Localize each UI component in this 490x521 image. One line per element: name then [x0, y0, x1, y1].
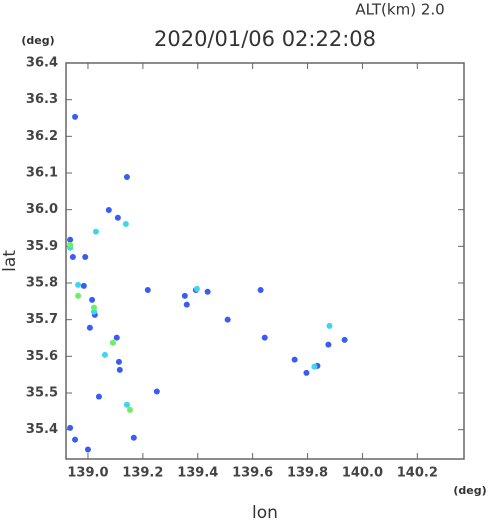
x-tick-label: 140.0	[342, 466, 383, 481]
echo-point	[341, 336, 348, 343]
altitude-label: ALT(km) 2.0	[355, 1, 444, 19]
echo-point	[224, 316, 231, 323]
echo-point	[204, 288, 211, 295]
echo-point	[90, 304, 97, 311]
echo-point	[101, 351, 108, 358]
y-unit: (deg)	[21, 34, 54, 47]
echo-point	[92, 228, 99, 235]
y-tick-label: 36.0	[26, 202, 58, 217]
echo-point	[193, 285, 200, 292]
y-tick-label: 35.7	[26, 312, 58, 327]
echo-point	[75, 281, 82, 288]
y-tick-label: 36.2	[26, 129, 58, 144]
echo-point	[153, 388, 160, 395]
x-unit: (deg)	[453, 484, 486, 497]
x-tick-label: 139.2	[122, 466, 163, 481]
echo-point	[122, 220, 129, 227]
echo-point	[326, 322, 333, 329]
echo-point	[109, 339, 116, 346]
echo-point	[123, 174, 130, 181]
echo-point	[257, 286, 264, 293]
echo-point	[123, 401, 130, 408]
echo-point	[75, 292, 82, 299]
echo-point	[291, 356, 298, 363]
echo-point	[325, 341, 332, 348]
echo-point	[114, 214, 121, 221]
echo-point	[116, 366, 123, 373]
echo-point	[144, 286, 151, 293]
y-tick-label: 35.8	[26, 276, 58, 291]
echo-point	[113, 334, 120, 341]
y-tick-label: 36.1	[26, 166, 58, 181]
x-axis-label: lon	[252, 503, 278, 521]
echo-point	[105, 207, 112, 214]
echo-point	[80, 282, 87, 289]
x-tick-label: 140.2	[397, 466, 438, 481]
echo-point	[303, 369, 310, 376]
y-tick-label: 35.6	[26, 349, 58, 364]
chart-title: 2020/01/06 02:22:08	[154, 27, 376, 51]
echo-point	[130, 434, 137, 441]
y-tick-label: 36.4	[26, 56, 58, 71]
echo-point	[95, 393, 102, 400]
x-tick-label: 139.4	[177, 466, 218, 481]
echo-point	[86, 324, 93, 331]
echo-point	[126, 406, 133, 413]
echo-point	[89, 296, 96, 303]
y-tick-label: 35.9	[26, 239, 58, 254]
echo-point	[261, 334, 268, 341]
x-tick-label: 139.0	[67, 466, 108, 481]
y-tick-label: 35.4	[26, 422, 58, 437]
x-tick-label: 139.8	[287, 466, 328, 481]
echo-point	[183, 301, 190, 308]
x-tick-label: 139.6	[232, 466, 273, 481]
echo-point	[72, 113, 79, 120]
echo-point	[82, 253, 89, 260]
y-axis-label: lat	[0, 250, 20, 272]
echo-point	[67, 424, 74, 431]
echo-point	[311, 363, 318, 370]
plot-frame	[65, 62, 465, 460]
echo-point	[181, 292, 188, 299]
echo-point	[67, 241, 74, 248]
y-tick-label: 35.5	[26, 386, 58, 401]
echo-point	[84, 446, 91, 453]
echo-point	[69, 253, 76, 260]
echo-point	[72, 436, 79, 443]
echo-point	[115, 358, 122, 365]
y-tick-label: 36.3	[26, 92, 58, 107]
echo-point	[67, 236, 74, 243]
